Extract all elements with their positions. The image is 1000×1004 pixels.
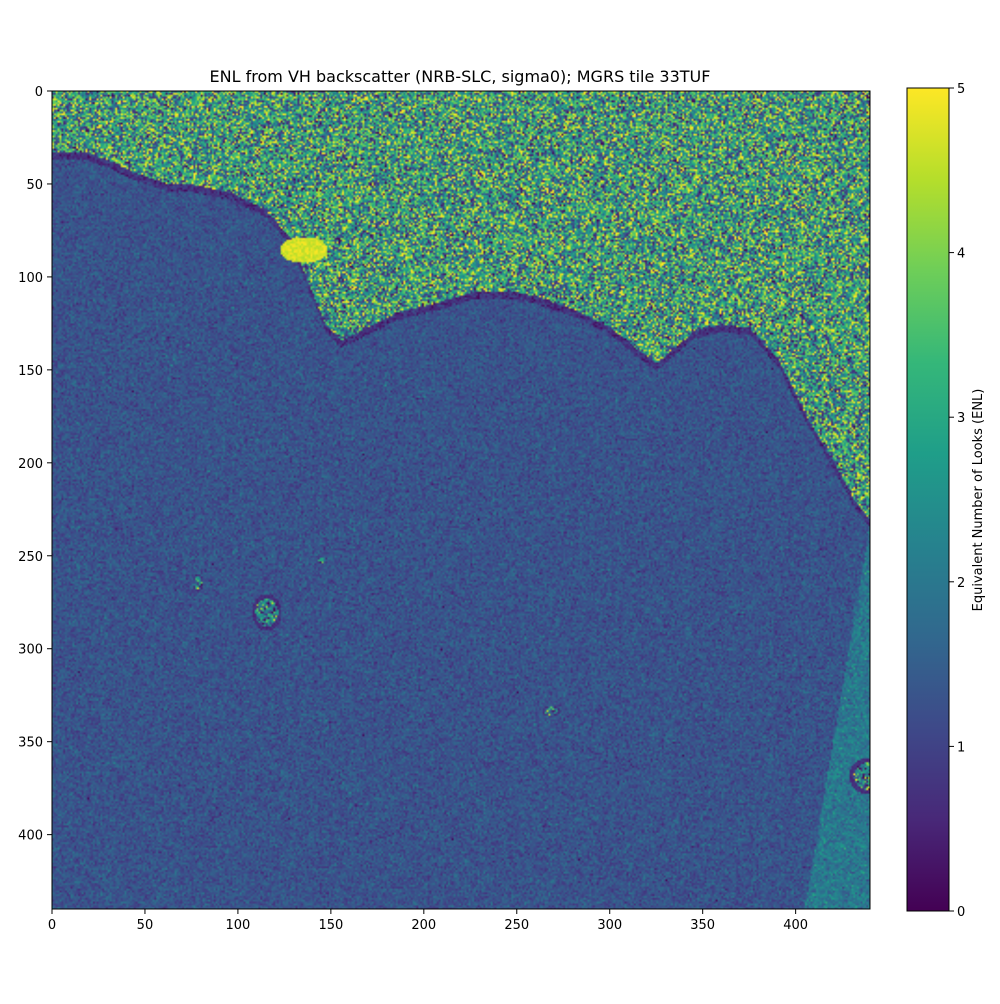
colorbar-tick-label: 4 (957, 247, 965, 262)
y-tick-label: 350 (18, 736, 43, 751)
x-axis: 0 50 100 150 200 250 300 350 400 (48, 909, 808, 933)
y-tick-label: 100 (18, 271, 43, 286)
x-tick-label: 300 (597, 918, 622, 933)
y-tick-label: 50 (26, 178, 43, 193)
y-tick-label: 150 (18, 364, 43, 379)
heatmap-image (52, 91, 870, 909)
x-tick-label: 200 (411, 918, 436, 933)
y-tick-label: 200 (18, 457, 43, 472)
chart-title: ENL from VH backscatter (NRB-SLC, sigma0… (210, 67, 711, 86)
x-tick-label: 0 (48, 918, 56, 933)
y-tick-label: 400 (18, 829, 43, 844)
x-tick-label: 250 (504, 918, 529, 933)
y-tick-label: 250 (18, 550, 43, 565)
y-tick-label: 0 (35, 85, 43, 100)
colorbar-tick-label: 0 (957, 905, 965, 920)
colorbar-ticks: 0 1 2 3 4 5 (949, 82, 965, 920)
y-tick-label: 300 (18, 643, 43, 658)
plot-frame (51, 90, 871, 910)
x-tick-label: 100 (225, 918, 250, 933)
y-axis: 0 50 100 150 200 250 300 350 400 (18, 85, 52, 844)
colorbar-tick-label: 5 (957, 82, 965, 97)
colorbar-label: Equivalent Number of Looks (ENL) (971, 389, 986, 612)
colorbar-tick-label: 2 (957, 576, 965, 591)
x-tick-label: 400 (783, 918, 808, 933)
x-tick-label: 150 (318, 918, 343, 933)
colorbar-tick-label: 1 (957, 740, 965, 755)
colorbar: 0 1 2 3 4 5 Equivalent Number of Looks (ENL) (906, 82, 986, 920)
x-tick-label: 50 (137, 918, 154, 933)
colorbar-gradient (906, 87, 950, 912)
colorbar-tick-label: 3 (957, 411, 965, 426)
x-tick-label: 350 (690, 918, 715, 933)
heatmap-area (51, 90, 871, 910)
